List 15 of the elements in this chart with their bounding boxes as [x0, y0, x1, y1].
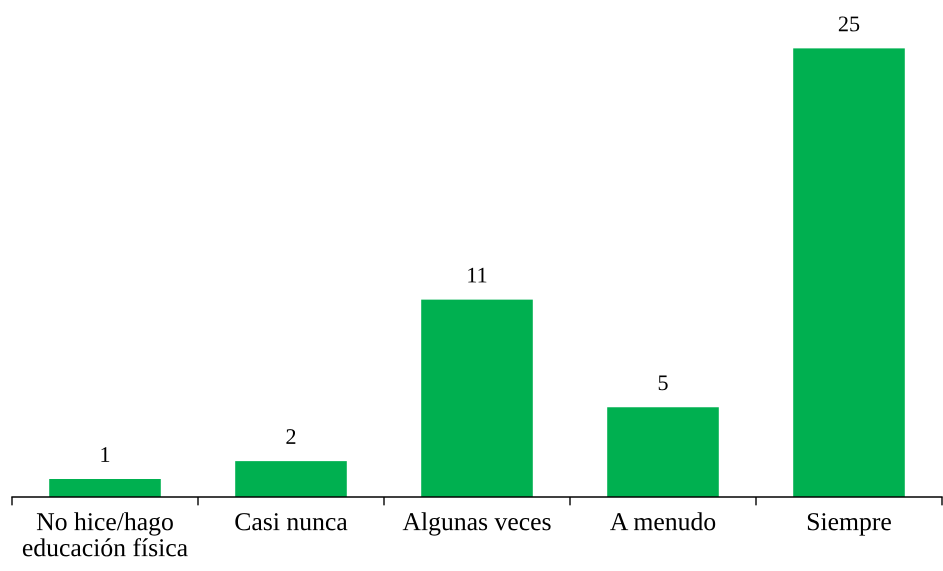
data-label: 1	[101, 447, 110, 462]
data-label: 25	[838, 16, 860, 32]
bar	[421, 300, 533, 497]
bar	[607, 407, 719, 497]
data-label: 11	[468, 268, 486, 282]
data-label: 5	[658, 376, 668, 390]
data-label: 2	[286, 429, 296, 444]
x-tick-label: A menudo	[610, 512, 716, 530]
x-tick-label: Casi nunca	[235, 513, 348, 530]
bar	[235, 461, 347, 497]
bar	[49, 479, 161, 497]
x-tick-label: Siempre	[808, 513, 891, 536]
x-tick-label: Algunas veces	[402, 512, 551, 536]
x-tick-label: No hice/hago educación física	[22, 512, 188, 556]
bar	[793, 48, 905, 497]
